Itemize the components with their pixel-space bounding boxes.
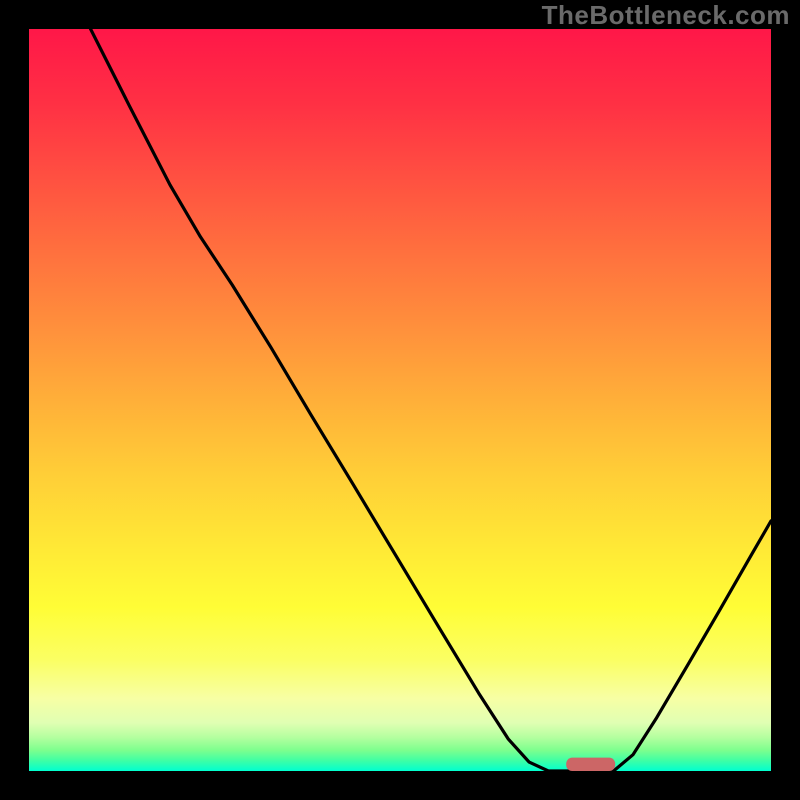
bottleneck-curve-chart [0, 0, 800, 800]
watermark-text: TheBottleneck.com [542, 0, 790, 31]
optimum-marker [566, 758, 615, 771]
gradient-background [29, 29, 771, 771]
chart-container: TheBottleneck.com [0, 0, 800, 800]
